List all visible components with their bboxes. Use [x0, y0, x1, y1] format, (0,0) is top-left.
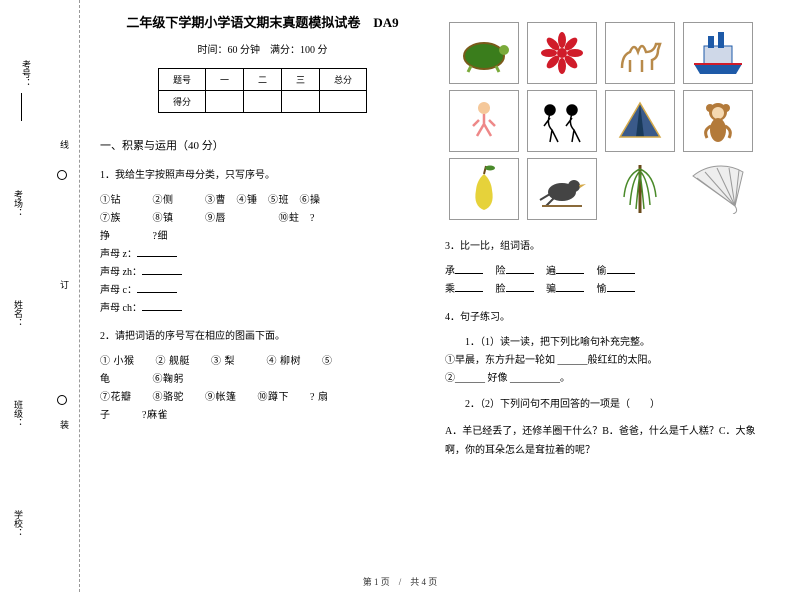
q1-line: ⑦族 ⑧镇 ⑨唇 ⑩蛀 ?	[100, 210, 425, 228]
img-tent	[605, 90, 675, 152]
img-squat	[449, 90, 519, 152]
q2-line: 子 ?麻雀	[100, 407, 425, 425]
q2-line: ⑦花瓣 ⑧骆驼 ⑨帐篷 ⑩蹲下 ? 扇	[100, 389, 425, 407]
q2-prompt: 2．请把词语的序号写在相应的图画下面。	[100, 328, 425, 345]
q4-prompt: 4．句子练习。	[445, 309, 770, 326]
q4-s2: 2．（2）下列问句不用回答的一项是（ ）	[465, 396, 770, 414]
img-fan	[683, 158, 753, 220]
img-willow	[605, 158, 675, 220]
q4-l1b: ②______ 好像 __________。	[445, 370, 770, 388]
img-monkey	[683, 90, 753, 152]
table-row: 得分	[158, 91, 366, 113]
score-table: 题号 一 二 三 总分 得分	[158, 68, 367, 113]
img-flower	[527, 22, 597, 84]
q3-row: 承 险 遍 偷	[445, 263, 770, 281]
q1-line: 挣 ?细	[100, 228, 425, 246]
img-bow	[527, 90, 597, 152]
section-heading: 一、积累与运用（40 分）	[100, 137, 425, 153]
th: 二	[243, 69, 281, 91]
field-school: 学校：	[12, 510, 25, 537]
field-examno: 考号：	[12, 60, 40, 112]
q1-prompt: 1．我给生字按照声母分类，只写序号。	[100, 167, 425, 184]
td	[205, 91, 243, 113]
img-pear	[449, 158, 519, 220]
img-bird	[527, 158, 597, 220]
page-footer: 第 1 页 / 共 4 页	[0, 575, 800, 588]
img-camel	[605, 22, 675, 84]
q1-sm: 声母 z：	[100, 246, 425, 264]
q1-sm: 声母 ch：	[100, 300, 425, 318]
th: 总分	[320, 69, 367, 91]
binding-sidebar: 考号： 考场： 姓名： 班级： 学校： 线 订 装	[0, 0, 80, 592]
image-grid	[449, 22, 770, 220]
exam-title: 二年级下学期小学语文期末真题模拟试卷 DA9	[100, 12, 425, 31]
td: 得分	[158, 91, 205, 113]
exam-subtitle: 时间：60 分钟 满分：100 分	[100, 41, 425, 56]
q4-opts: A．羊已经丢了，还修羊圈干什么？B．爸爸，什么是千人糕？C．大象啊，你的耳朵怎么…	[445, 422, 770, 460]
q4-s1: 1．（1）读一读，把下列比喻句补充完整。	[465, 334, 770, 352]
q3-prompt: 3．比一比，组词语。	[445, 238, 770, 255]
q2-line: 龟 ⑥鞠躬	[100, 371, 425, 389]
q2-line: ① 小猴 ② 舰艇 ③ 梨 ④ 柳树 ⑤	[100, 353, 425, 371]
th: 题号	[158, 69, 205, 91]
td	[243, 91, 281, 113]
th: 三	[282, 69, 320, 91]
column-right: 3．比一比，组词语。 承 险 遍 偷 乘 脸 骗 愉 4．句子练习。 1．（1）…	[435, 0, 780, 562]
column-left: 二年级下学期小学语文期末真题模拟试卷 DA9 时间：60 分钟 满分：100 分…	[90, 0, 435, 562]
field-class: 班级：	[12, 400, 25, 427]
q1-sm: 声母 c：	[100, 282, 425, 300]
cut-label: 装	[58, 420, 71, 429]
th: 一	[205, 69, 243, 91]
q4-l1a: ①早晨，东方升起一轮如 ______般红红的太阳。	[445, 352, 770, 370]
cut-label: 订	[58, 280, 71, 289]
img-turtle	[449, 22, 519, 84]
punch-circle	[57, 395, 67, 405]
punch-circle	[57, 170, 67, 180]
field-room: 考场：	[12, 190, 25, 217]
img-ship	[683, 22, 753, 84]
q1-sm: 声母 zh：	[100, 264, 425, 282]
page-content: 二年级下学期小学语文期末真题模拟试卷 DA9 时间：60 分钟 满分：100 分…	[90, 0, 790, 562]
td	[320, 91, 367, 113]
q1-line: ①钻 ②侧 ③曹 ④锤 ⑤班 ⑥操	[100, 192, 425, 210]
q3-row: 乘 脸 骗 愉	[445, 281, 770, 299]
cut-label: 线	[58, 140, 71, 149]
td	[282, 91, 320, 113]
field-name: 姓名：	[12, 300, 25, 327]
table-row: 题号 一 二 三 总分	[158, 69, 366, 91]
